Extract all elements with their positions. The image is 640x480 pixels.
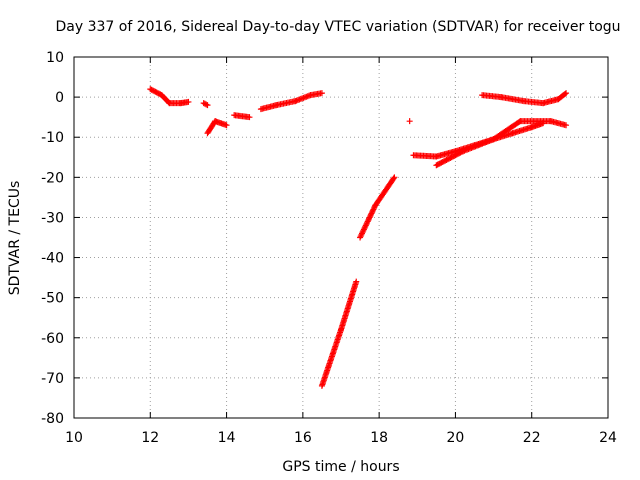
data-point [367,211,374,218]
data-point [358,230,365,237]
data-point [357,234,364,241]
data-point [361,225,368,232]
data-point [563,122,570,129]
x-tick-label: 14 [218,430,236,446]
y-tick-label: -10 [41,130,64,146]
data-point [359,229,366,236]
grid-layer [74,57,608,418]
y-tick-label: -40 [41,251,64,267]
data-point [353,278,360,285]
data-point [358,231,365,238]
data-point [203,101,210,108]
x-axis-label: GPS time / hours [282,459,399,475]
data-point [563,90,570,97]
data-point [364,219,371,226]
data-point [318,90,325,97]
data-point [204,102,211,109]
data-point [367,213,374,220]
data-point [561,90,568,97]
data-point [223,122,230,129]
y-tick-label: -30 [41,210,64,226]
plot-frame [73,56,609,419]
data-point [516,118,523,125]
x-tick-label: 24 [599,430,617,446]
x-tick-label: 18 [370,430,388,446]
data-point [369,209,376,216]
data-point [391,174,398,181]
data-point [406,118,413,125]
y-tick-label: -50 [41,291,64,307]
data-point [371,205,378,212]
data-point [369,207,376,214]
data-point [364,218,371,225]
data-point [365,215,372,222]
x-tick-label: 10 [65,430,83,446]
data-point [363,221,370,228]
y-tick-label: -80 [41,411,64,427]
data-point [370,206,377,213]
data-point [365,217,372,224]
data-point [366,214,373,221]
data-point [362,222,369,229]
y-tick-label: 0 [55,90,64,106]
y-tick-label: -20 [41,170,64,186]
data-points [147,86,570,389]
data-point [390,175,397,182]
ticks-layer: 10 12 14 16 18 20 22 24 10 0 -10 -20 -30 -40 -50 -60 -70… [41,50,617,446]
data-point [360,226,367,233]
x-tick-label: 16 [294,430,312,446]
data-point [368,210,375,217]
data-point [362,223,369,230]
x-tick-label: 22 [523,430,541,446]
chart-title: Day 337 of 2016, Sidereal Day-to-day VTE… [55,19,620,35]
data-point [246,114,253,121]
y-tick-label: -60 [41,331,64,347]
x-tick-label: 20 [447,430,465,446]
y-tick-label: 10 [46,50,64,66]
data-point [185,98,192,105]
x-tick-label: 12 [141,430,159,446]
y-tick-label: -70 [41,371,64,387]
data-point [357,233,364,240]
data-point [458,148,465,155]
y-axis-label: SDTVAR / TECUs [7,181,23,296]
data-point [360,227,367,234]
